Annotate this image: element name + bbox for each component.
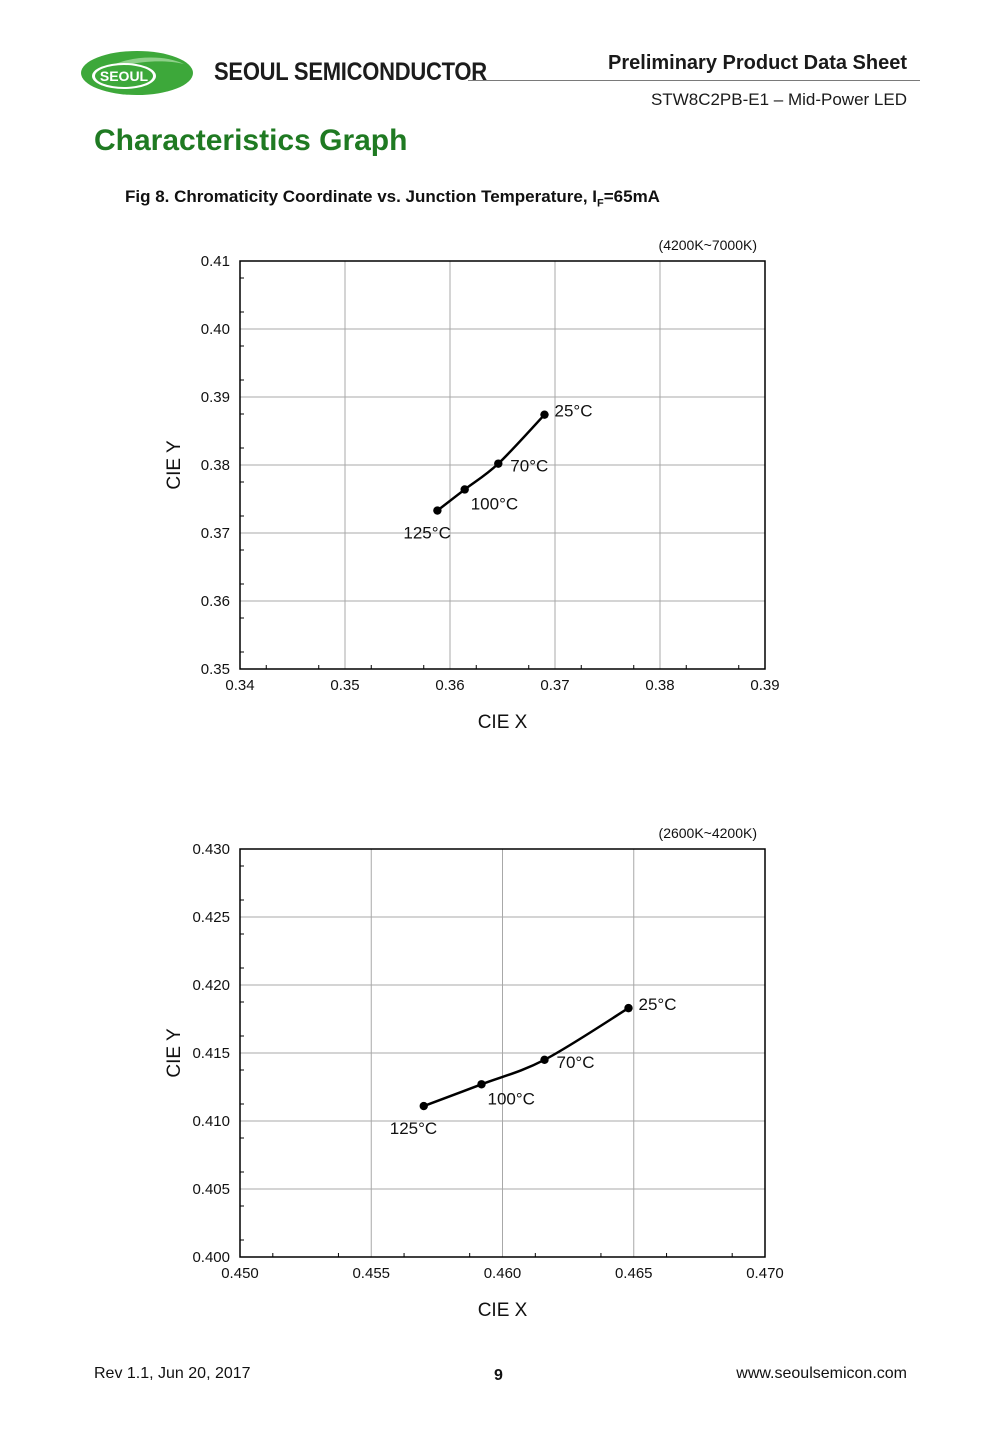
point-label-value: 70 (557, 1053, 576, 1072)
point-label-value: 100 (471, 494, 499, 513)
document-type: Preliminary Product Data Sheet (608, 52, 907, 74)
x-tick-label: 0.465 (615, 1265, 653, 1282)
data-point-125c (419, 1101, 428, 1111)
point-label-unit: °C (575, 1053, 594, 1072)
point-label-unit: °C (573, 402, 592, 421)
data-point-25c (624, 1003, 633, 1013)
seoul-logo: SEOUL (81, 51, 193, 95)
header-divider (468, 80, 920, 81)
product-name: STW8C2PB-E1 – Mid-Power LED (650, 90, 907, 109)
x-tick-label: 0.470 (746, 1265, 784, 1282)
chart-svg: 0.34 0.35 0.36 0.37 0.38 0.390.350.360.370.38… (164, 237, 780, 733)
website-url: www.seoulsemicon.com (736, 1365, 907, 1382)
y-tick-label: 0.430 (192, 841, 230, 858)
x-tick-label: 0.36 (435, 677, 464, 694)
point-label-125c: 125°C (390, 1119, 437, 1138)
x-tick-label: 0.455 (352, 1265, 390, 1282)
y-tick-label: 0.415 (192, 1045, 230, 1062)
data-point-70c (494, 459, 503, 468)
y-tick-label: 0.400 (192, 1249, 230, 1266)
y-tick-label: 0.39 (201, 389, 230, 406)
point-label-25c: 25°C (555, 402, 593, 421)
company-name: SEOUL SEMICONDUCTOR (214, 58, 487, 86)
x-tick-label: 0.450 (221, 1265, 259, 1282)
x-tick-label: 0.460 (484, 1265, 522, 1282)
point-label-value: 125 (390, 1119, 418, 1138)
y-tick-label: 0.405 (192, 1181, 230, 1198)
cct-range-label: (2600K~4200K) (659, 825, 757, 841)
y-tick-label: 0.410 (192, 1113, 230, 1130)
x-tick-label: 0.39 (750, 677, 779, 694)
chart-svg: 0.450 0.455 0.460 0.465 0.470 0.400 0.405 0.410… (164, 825, 784, 1321)
y-axis-label: CIE Y (164, 1028, 185, 1078)
x-tick-label: 0.37 (540, 677, 569, 694)
point-label-value: 25 (555, 402, 574, 421)
page-number: 9 (494, 1367, 503, 1384)
point-label-100c: 100°C (471, 494, 518, 513)
x-tick-label: 0.34 (225, 677, 254, 694)
point-label-25c: 25°C (639, 995, 677, 1014)
data-point-100c (477, 1080, 486, 1089)
point-label-unit: °C (516, 1089, 535, 1108)
point-label-unit: °C (432, 524, 451, 543)
x-axis-label: CIE X (478, 712, 528, 733)
data-point-70c (540, 1055, 549, 1064)
chart-1: 0.34 0.35 0.36 0.37 0.38 0.39 0.35 0.36 0.37 0.38… (0, 230, 1000, 740)
x-tick-label: 0.35 (330, 677, 359, 694)
y-tick-label: 0.420 (192, 977, 230, 994)
point-label-unit: °C (499, 494, 518, 513)
revision-date: Rev 1.1, Jun 20, 2017 (94, 1365, 251, 1382)
y-tick-label: 0.36 (201, 593, 230, 610)
x-tick-label: 0.38 (645, 677, 674, 694)
y-tick-label: 0.425 (192, 909, 230, 926)
point-label-value: 125 (403, 524, 431, 543)
svg-text:SEOUL: SEOUL (100, 68, 149, 84)
point-label-value: 100 (488, 1089, 516, 1108)
point-label-value: 70 (510, 457, 529, 476)
figure-title: Fig 8. Chromaticity Coordinate vs. Junct… (125, 187, 660, 210)
data-point-25c (540, 410, 549, 419)
plot-frame (239, 260, 766, 670)
y-tick-label: 0.41 (201, 253, 230, 270)
point-label-unit: °C (418, 1119, 437, 1138)
point-label-unit: °C (529, 457, 548, 476)
series-line (436, 413, 546, 512)
x-axis-label: CIE X (478, 1300, 528, 1321)
point-label-70c: 70°C (510, 457, 548, 476)
point-label-125c: 125°C (403, 524, 450, 543)
y-axis-label: CIE Y (164, 440, 185, 490)
data-point-125c (433, 506, 442, 515)
y-tick-label: 0.38 (201, 457, 230, 474)
point-label-unit: °C (657, 995, 676, 1014)
data-point-100c (460, 485, 469, 494)
section-title: Characteristics Graph (94, 124, 408, 157)
y-tick-label: 0.40 (201, 321, 230, 338)
series-line (423, 1007, 630, 1108)
y-tick-label: 0.37 (201, 525, 230, 542)
point-label-100c: 100°C (488, 1089, 535, 1108)
chart-2: 0.450 0.455 0.460 0.465 0.470 0.400 0.405 0.410… (0, 818, 1000, 1328)
point-label-70c: 70°C (557, 1053, 595, 1072)
cct-range-label: (4200K~7000K) (659, 237, 757, 253)
plot-frame (239, 848, 766, 1258)
y-tick-label: 0.35 (201, 661, 230, 678)
point-label-value: 25 (639, 995, 658, 1014)
